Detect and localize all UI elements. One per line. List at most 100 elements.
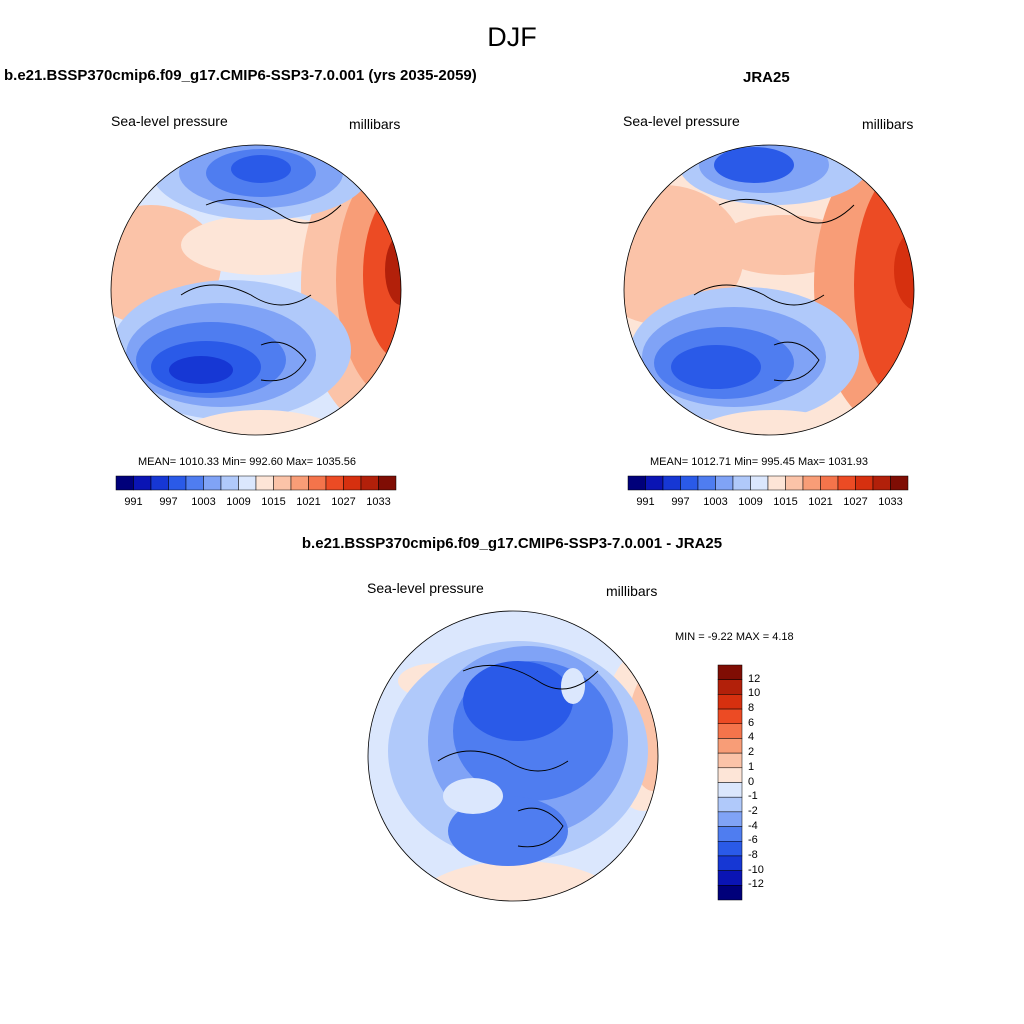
- panel-2-field-label: Sea-level pressure: [623, 113, 740, 129]
- panel-3-colorbar-tick-label: 8: [748, 702, 755, 715]
- panel-3-colorbar-box: [717, 885, 743, 901]
- panel-3-colorbar-box: [717, 811, 743, 827]
- panel-1-colorbar-tick-label: 1027: [331, 496, 356, 508]
- panel-3-colorbar-tick-label: 2: [748, 746, 755, 759]
- panel-2-colorbar-box: [750, 475, 769, 491]
- panel-1-colorbar-box: [238, 475, 257, 491]
- panel-1-colorbar-box: [378, 475, 397, 491]
- panel-3-colorbar-tick-label: -10: [748, 863, 764, 876]
- panel-2-colorbar-ticks: 991 997 1003 1009 1015 1021 1027 1033: [628, 496, 908, 510]
- panel-3-colorbar-box: [717, 679, 743, 695]
- panel-3-stats: MIN = -9.22 MAX = 4.18: [675, 631, 794, 643]
- panel-3-colorbar-box: [717, 752, 743, 769]
- panel-2-colorbar: [627, 475, 909, 491]
- panel-3-colorbar-box: [717, 796, 743, 813]
- panel-1-colorbar-box: [185, 475, 204, 491]
- panel-3-colorbar: [717, 664, 743, 901]
- panel-1-colorbar-box: [255, 475, 274, 491]
- panel-1-colorbar-tick-label: 997: [159, 496, 178, 508]
- panel-3-colorbar-ticks: 12 10 8 6 4 2 1 0 -1 -2 -4 -6 -8 -10 -12: [748, 665, 788, 900]
- panel-3-colorbar-tick-label: 10: [748, 687, 761, 700]
- panel-1-field-label: Sea-level pressure: [111, 113, 228, 129]
- panel-1-colorbar-ticks: 991 997 1003 1009 1015 1021 1027 1033: [116, 496, 396, 510]
- panel-2-colorbar-tick-label: 1033: [878, 496, 903, 508]
- panel-2-colorbar-tick-label: 997: [671, 496, 690, 508]
- panel-1-colorbar-box: [308, 475, 327, 491]
- panel-1-colorbar-tick-label: 1003: [191, 496, 216, 508]
- panel-2-colorbar-box: [627, 475, 646, 491]
- panel-3-field-label: Sea-level pressure: [367, 580, 484, 596]
- panel-3-colorbar-tick-label: -1: [748, 790, 758, 803]
- panel-2-colorbar-tick-label: 1015: [773, 496, 798, 508]
- panel-3-colorbar-tick-label: 0: [748, 775, 755, 788]
- panel-2-colorbar-box: [802, 475, 821, 491]
- panel-3-colorbar-tick-label: -6: [748, 834, 758, 847]
- panel-2-colorbar-box: [645, 475, 664, 491]
- panel-2-colorbar-box: [785, 475, 804, 491]
- panel-1-colorbar-tick-label: 1015: [261, 496, 286, 508]
- panel-2-colorbar-box: [732, 475, 751, 491]
- panel-3-colorbar-box: [717, 855, 743, 871]
- panel-3-colorbar-tick-label: 1: [748, 760, 755, 773]
- panel-3-polar-map: [367, 610, 659, 902]
- panel-2-colorbar-box: [680, 475, 699, 491]
- panel-1-stats: MEAN= 1010.33 Min= 992.60 Max= 1035.56: [138, 456, 357, 468]
- panel-2-colorbar-box: [855, 475, 874, 491]
- panel-2-colorbar-tick-label: 1021: [808, 496, 833, 508]
- panel-3-colorbar-box: [717, 708, 743, 724]
- panel-2-colorbar-tick-label: 1027: [843, 496, 868, 508]
- panel-1-colorbar: [115, 475, 397, 491]
- panel-3-colorbar-tick-label: -4: [748, 819, 758, 832]
- panel-2-colorbar-box: [662, 475, 681, 491]
- panel-2-polar-map: [623, 144, 915, 436]
- panel-3-colorbar-box: [717, 870, 743, 886]
- panel-3-colorbar-box: [717, 826, 743, 842]
- panel-1-colorbar-tick-label: 991: [124, 496, 143, 508]
- panel-2-colorbar-tick-label: 1003: [703, 496, 728, 508]
- panel-2-units-label: millibars: [862, 116, 914, 132]
- panel-2-colorbar-box: [837, 475, 856, 491]
- panel-2-colorbar-box: [715, 475, 734, 491]
- panel-2-colorbar-tick-label: 991: [636, 496, 655, 508]
- panel-1-colorbar-tick-label: 1021: [296, 496, 321, 508]
- panel-1-colorbar-box: [150, 475, 169, 491]
- panel-1-colorbar-box: [343, 475, 362, 491]
- panel-1-polar-map: [110, 144, 402, 436]
- panel-3-colorbar-box: [717, 664, 743, 680]
- panel-3-colorbar-tick-label: -12: [748, 878, 764, 891]
- panel-3-units-label: millibars: [606, 583, 658, 599]
- panel-2-colorbar-box: [697, 475, 716, 491]
- panel-1-title: b.e21.BSSP370cmip6.f09_g17.CMIP6-SSP3-7.…: [4, 67, 477, 84]
- panel-1-colorbar-box: [360, 475, 379, 491]
- panel-3-colorbar-box: [717, 767, 743, 783]
- panel-1-colorbar-tick-label: 1033: [366, 496, 391, 508]
- panel-1-colorbar-box: [115, 475, 134, 491]
- panel-1-colorbar-box: [325, 475, 344, 491]
- main-title: DJF: [487, 22, 537, 52]
- panel-3-colorbar-tick-label: -8: [748, 848, 758, 861]
- panel-2-title: JRA25: [743, 69, 790, 86]
- panel-3-title: b.e21.BSSP370cmip6.f09_g17.CMIP6-SSP3-7.…: [301, 535, 723, 552]
- panel-3-colorbar-box: [717, 841, 743, 857]
- panel-3-colorbar-box: [717, 694, 743, 710]
- panel-1-units-label: millibars: [349, 116, 401, 132]
- panel-2-colorbar-box: [872, 475, 891, 491]
- panel-1-colorbar-box: [133, 475, 152, 491]
- panel-1-colorbar-box: [168, 475, 187, 491]
- panel-3-colorbar-tick-label: -2: [748, 804, 758, 817]
- panel-3-colorbar-box: [717, 738, 743, 754]
- panel-3-colorbar-tick-label: 12: [748, 672, 761, 685]
- panel-2-colorbar-box: [767, 475, 786, 491]
- panel-1-colorbar-box: [203, 475, 222, 491]
- panel-2-colorbar-tick-label: 1009: [738, 496, 763, 508]
- panel-1-colorbar-box: [273, 475, 292, 491]
- panel-2-stats: MEAN= 1012.71 Min= 995.45 Max= 1031.93: [650, 456, 869, 468]
- panel-3-colorbar-box: [717, 723, 743, 739]
- panel-3-colorbar-tick-label: 6: [748, 716, 755, 729]
- panel-2-colorbar-box: [820, 475, 839, 491]
- panel-3-colorbar-tick-label: 4: [748, 731, 755, 744]
- panel-1-colorbar-box: [290, 475, 309, 491]
- panel-1-colorbar-tick-label: 1009: [226, 496, 251, 508]
- panel-1-colorbar-box: [220, 475, 239, 491]
- panel-2-colorbar-box: [890, 475, 909, 491]
